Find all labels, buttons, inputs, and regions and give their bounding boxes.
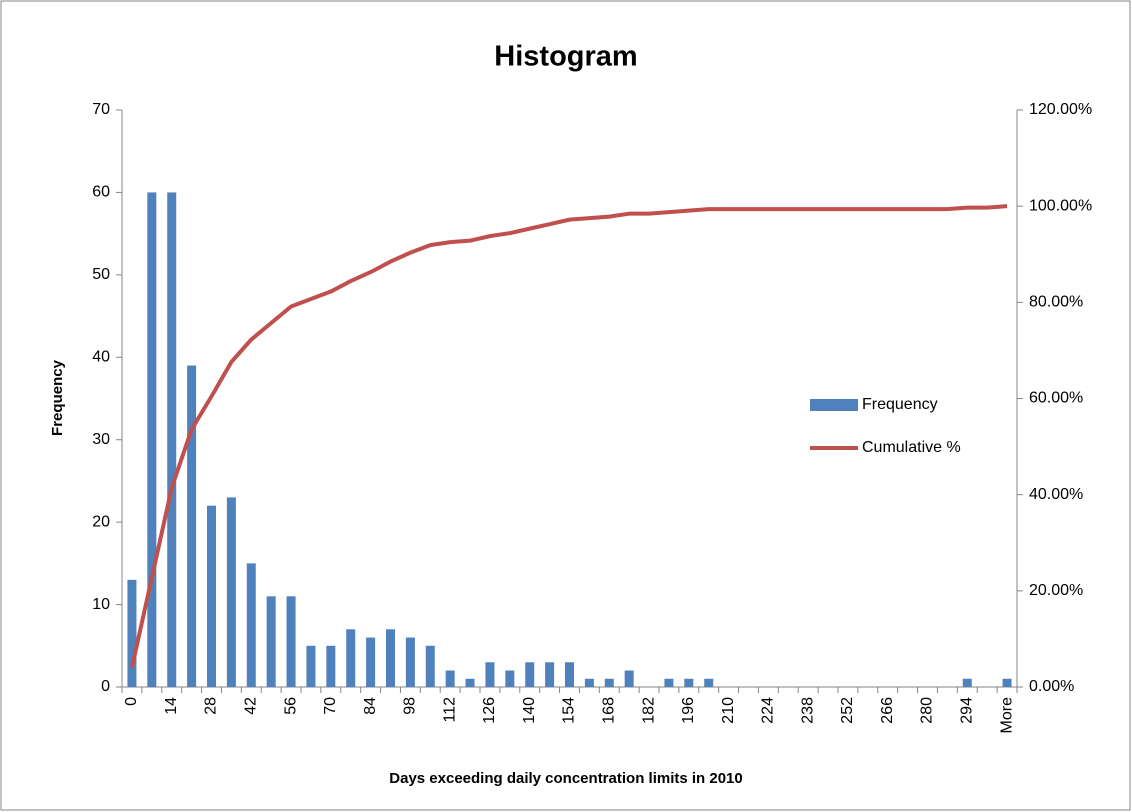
bar: [366, 637, 376, 687]
x-tick-label: 252: [839, 697, 856, 724]
bar: [505, 670, 515, 687]
bar: [565, 662, 574, 687]
x-tick-label: 196: [680, 697, 697, 724]
x-tick-label: 224: [760, 697, 777, 724]
bar: [704, 678, 714, 687]
x-tick-label: 294: [958, 697, 975, 724]
y-tick-label: 10: [92, 596, 110, 613]
bar: [127, 579, 137, 687]
y2-tick-label: 0.00%: [1029, 678, 1074, 695]
y-tick-label: 60: [92, 184, 110, 201]
legend-label: Cumulative %: [862, 439, 961, 456]
chart-title: Histogram: [494, 41, 637, 73]
bar: [604, 678, 614, 687]
bar: [545, 662, 555, 687]
y2-tick-label: 120.00%: [1029, 101, 1092, 118]
y-tick-label: 30: [92, 431, 110, 448]
x-tick-label: 56: [282, 697, 299, 715]
cumulative-line: [129, 204, 1008, 668]
x-tick-label: 126: [481, 697, 498, 724]
bar: [445, 670, 455, 687]
bar: [147, 192, 157, 687]
x-tick-label: 238: [799, 697, 816, 724]
bar: [226, 497, 236, 687]
x-tick-label: 28: [203, 697, 220, 715]
y2-tick-label: 40.00%: [1029, 486, 1083, 503]
bar: [346, 629, 356, 687]
bar: [386, 629, 395, 687]
bar: [624, 670, 634, 687]
y-axis-title: Frequency: [49, 359, 66, 436]
y-tick-label: 20: [92, 513, 110, 530]
x-tick-label: 42: [242, 697, 259, 715]
bar: [525, 662, 535, 687]
x-tick-label: 154: [561, 697, 578, 724]
x-tick-label: 112: [441, 697, 458, 723]
x-tick-label: 210: [720, 697, 737, 724]
y-tick-label: 50: [92, 266, 110, 283]
y2-tick-label: 100.00%: [1029, 197, 1092, 214]
y-tick-label: 0: [101, 678, 110, 695]
x-tick-label: 70: [322, 697, 339, 715]
bar: [187, 365, 197, 687]
x-tick-label: 140: [521, 697, 538, 724]
legend-label: Frequency: [862, 396, 938, 413]
legend-swatch: [810, 399, 858, 411]
bar: [266, 596, 276, 687]
bar: [584, 678, 594, 687]
x-tick-label: More: [998, 697, 1015, 734]
x-tick-label: 14: [163, 697, 180, 715]
bar: [1002, 678, 1012, 687]
bar: [207, 505, 216, 687]
bar: [326, 645, 336, 687]
x-tick-label: 84: [362, 697, 379, 715]
x-tick-label: 280: [919, 697, 936, 724]
bar: [167, 192, 177, 687]
y2-tick-label: 80.00%: [1029, 294, 1083, 311]
y2-tick-label: 60.00%: [1029, 390, 1083, 407]
bar: [306, 645, 316, 687]
x-tick-label: 168: [600, 697, 617, 724]
x-tick-label: 0: [123, 697, 140, 706]
bar: [664, 678, 674, 687]
y-tick-label: 40: [92, 349, 110, 366]
x-tick-label: 98: [402, 697, 419, 715]
bar: [465, 678, 475, 687]
bar: [405, 637, 415, 687]
x-axis-title: Days exceeding daily concentration limit…: [389, 770, 742, 787]
bar: [425, 645, 435, 687]
bar: [684, 678, 694, 687]
x-tick-label: 182: [640, 697, 657, 724]
bar: [286, 596, 296, 687]
bar: [962, 678, 972, 687]
bar: [485, 662, 495, 687]
y-tick-label: 70: [92, 101, 110, 118]
y2-tick-label: 20.00%: [1029, 582, 1083, 599]
x-tick-label: 266: [879, 697, 896, 724]
bar: [246, 563, 256, 687]
